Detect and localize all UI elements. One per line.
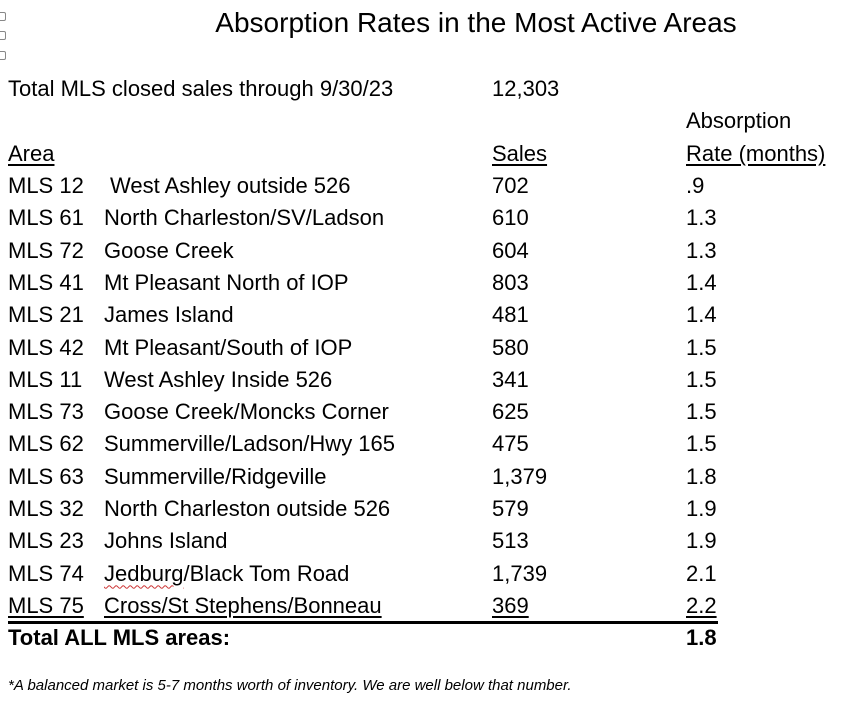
area-name: West Ashley Inside 526 xyxy=(104,366,333,392)
absorption-rate: 1.9 xyxy=(686,528,717,554)
sales-value: 475 xyxy=(492,431,529,457)
sales-value: 579 xyxy=(492,496,529,521)
area-code: MLS 62 xyxy=(8,431,84,457)
area-name: Mt Pleasant/South of IOP xyxy=(104,334,353,360)
absorption-rate: 1.5 xyxy=(686,334,717,360)
area-code: MLS 32 xyxy=(8,496,84,521)
area-code: MLS 23 xyxy=(8,528,84,554)
area-name: Goose Creek xyxy=(104,237,234,263)
page-title: Absorption Rates in the Most Active Area… xyxy=(215,7,737,38)
sales-value: 803 xyxy=(492,269,529,295)
area-code: MLS 61 xyxy=(8,205,84,231)
sales-value: 341 xyxy=(492,366,529,392)
absorption-rate: 1.3 xyxy=(686,237,717,263)
area-name: North Charleston outside 526 xyxy=(104,496,391,521)
area-code: MLS 21 xyxy=(8,302,84,328)
sales-value: 580 xyxy=(492,334,529,360)
summary-label: Total MLS closed sales through 9/30/23 xyxy=(8,76,394,101)
absorption-rate: 2.2 xyxy=(686,592,717,618)
handle-icon xyxy=(0,51,6,60)
area-name: Summerville/Ridgeville xyxy=(104,463,327,489)
absorption-rate: 1.4 xyxy=(686,269,717,295)
sales-value: 625 xyxy=(492,399,529,425)
area-name: Summerville/Ladson/Hwy 165 xyxy=(104,431,396,457)
sales-value: 604 xyxy=(492,237,529,263)
handle-icon xyxy=(0,31,6,40)
area-code: MLS 73 xyxy=(8,399,84,425)
rate-header-line2: Rate (months) xyxy=(686,141,826,166)
area-name: James Island xyxy=(104,302,234,328)
sales-value: 702 xyxy=(492,173,529,198)
sales-value: 513 xyxy=(492,528,529,554)
absorption-rate: .9 xyxy=(686,173,705,198)
area-code: MLS 42 xyxy=(8,334,84,360)
sales-value: 1,739 xyxy=(492,560,548,586)
area-name: Goose Creek/Moncks Corner xyxy=(104,399,389,425)
area-name: Johns Island xyxy=(104,528,228,554)
area-name: Jedburg/Black Tom Road xyxy=(104,560,350,586)
sales-value: 610 xyxy=(492,205,529,231)
absorption-rate: 1.9 xyxy=(686,496,717,521)
area-code: MLS 63 xyxy=(8,463,84,489)
rate-header-line1: Absorption xyxy=(686,108,792,133)
area-name: North Charleston/SV/Ladson xyxy=(104,205,385,231)
area-code: MLS 11 xyxy=(8,366,83,392)
absorption-rate: 2.1 xyxy=(686,560,717,586)
sales-header: Sales xyxy=(492,141,548,166)
sales-value: 481 xyxy=(492,302,529,328)
absorption-rate: 1.4 xyxy=(686,302,717,328)
sales-value: 1,379 xyxy=(492,463,548,489)
absorption-rate: 1.8 xyxy=(686,463,717,489)
absorption-rate: 1.5 xyxy=(686,399,717,425)
absorption-rate: 1.5 xyxy=(686,431,717,457)
footnote: *A balanced market is 5-7 months worth o… xyxy=(8,677,572,694)
area-code: MLS 41 xyxy=(8,269,84,295)
area-name: Cross/St Stephens/Bonneau xyxy=(104,592,382,618)
area-name: Mt Pleasant North of IOP xyxy=(104,269,349,295)
area-name-rest: /Black Tom Road xyxy=(183,560,350,586)
misspelled-word: Jedburg xyxy=(104,560,184,586)
divider xyxy=(8,621,718,624)
total-label: Total ALL MLS areas: xyxy=(8,625,231,650)
area-code: MLS 74 xyxy=(8,560,84,586)
area-name: West Ashley outside 526 xyxy=(110,173,351,198)
absorption-rate: 1.5 xyxy=(686,366,717,392)
summary-value: 12,303 xyxy=(492,76,560,101)
handle-icon xyxy=(0,12,6,21)
area-code: MLS 72 xyxy=(8,237,84,263)
area-header: Area xyxy=(8,141,55,166)
sales-value: 369 xyxy=(492,592,529,618)
absorption-rate: 1.3 xyxy=(686,205,717,231)
total-rate: 1.8 xyxy=(686,625,717,650)
area-code: MLS 75 xyxy=(8,592,84,618)
area-code: MLS 12 xyxy=(8,173,84,198)
